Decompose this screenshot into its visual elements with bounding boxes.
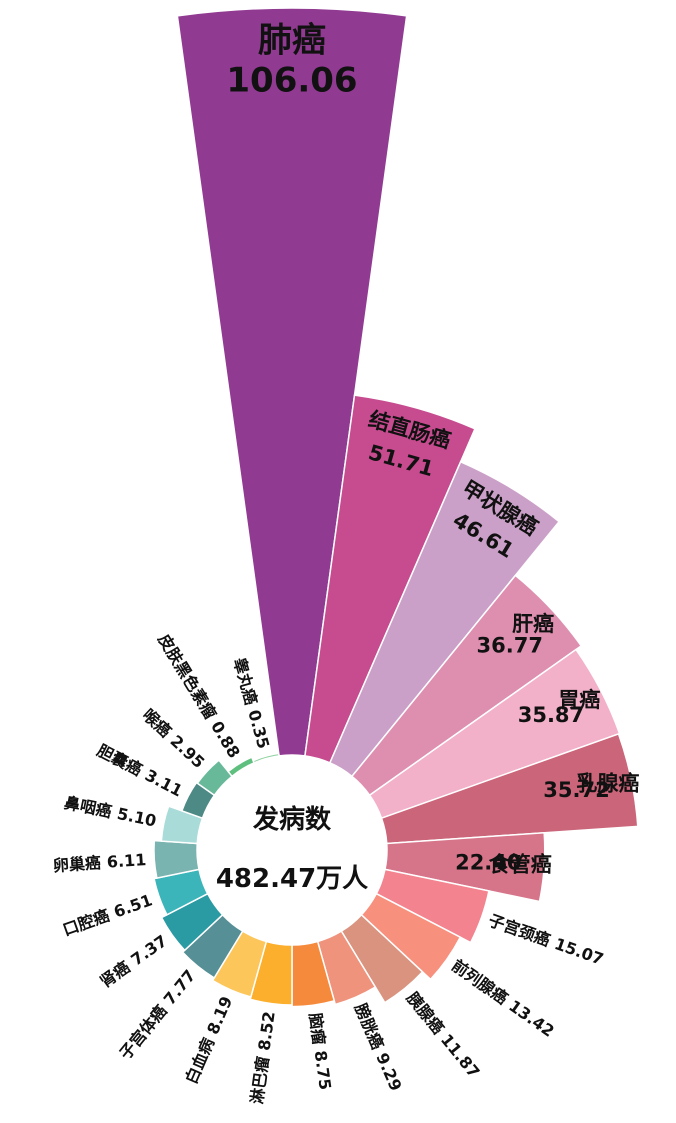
category-name: 喉癌 xyxy=(139,705,175,741)
value-label: 8.52 xyxy=(254,1010,278,1052)
category-name: 鼻咽癌 xyxy=(63,792,114,820)
value-label: 8.75 xyxy=(311,1049,335,1091)
sector-label: 卵巢癌 6.11 xyxy=(52,849,147,874)
sector xyxy=(180,781,216,820)
sector xyxy=(328,460,561,778)
sector-label: 胰腺癌11.87 xyxy=(403,988,484,1081)
sector-label: 肾癌7.37 xyxy=(96,931,170,991)
sector-label: 脑瘤 8.75 xyxy=(306,1012,335,1091)
sector xyxy=(380,732,639,845)
category-name: 脑瘤 xyxy=(306,1012,329,1046)
category-name: 卵巢癌 xyxy=(52,853,101,875)
sector xyxy=(375,868,490,944)
sector xyxy=(211,930,268,998)
value-label: 8.19 xyxy=(203,993,236,1037)
value-label: 35.72 xyxy=(543,778,609,802)
value-label: 7.37 xyxy=(127,931,170,969)
sector xyxy=(340,913,424,1004)
value-label: 0.88 xyxy=(207,718,244,762)
category-name: 子宫体癌 xyxy=(115,1001,170,1063)
sector-label: 鼻咽癌 5.10 xyxy=(63,792,158,830)
sector-label: 淋巴瘤 8.52 xyxy=(247,1010,279,1105)
category-name: 白血病 xyxy=(181,1035,218,1087)
sector xyxy=(316,930,377,1006)
value-label: 6.51 xyxy=(111,890,155,921)
sector xyxy=(160,805,204,845)
value-label: 36.77 xyxy=(477,634,543,658)
sector-label: 食管癌 xyxy=(489,853,552,877)
sector xyxy=(304,394,476,764)
value-label: 13.42 xyxy=(506,996,558,1041)
value-label: 15.07 xyxy=(552,934,606,969)
sector xyxy=(227,756,256,778)
category-name: 肾癌 xyxy=(96,957,133,991)
sector-label: 乳腺癌 xyxy=(576,771,639,795)
category-name: 前列腺癌 xyxy=(448,955,511,1007)
sector xyxy=(176,7,408,757)
sector-label: 子宫体癌7.77 xyxy=(115,966,199,1063)
sector xyxy=(153,868,209,916)
sector xyxy=(350,574,583,797)
sector xyxy=(252,752,280,764)
sector xyxy=(360,892,462,981)
sector xyxy=(368,648,621,820)
sector xyxy=(249,940,293,1006)
value-label: 106.06 xyxy=(226,61,357,101)
value-label: 9.29 xyxy=(373,1050,406,1094)
sector-label: 肝癌 xyxy=(512,612,554,636)
sector xyxy=(153,839,200,879)
sector-label: 膀胱癌9.29 xyxy=(351,1000,406,1093)
sector-label: 皮肤黑色素瘤0.88 xyxy=(154,629,244,761)
category-name: 淋巴瘤 xyxy=(247,1055,272,1105)
value-label: 3.11 xyxy=(142,765,186,800)
sector-label: 肺癌 xyxy=(258,21,326,61)
value-label: 5.10 xyxy=(116,803,159,830)
sector-label: 前列腺癌13.42 xyxy=(448,955,558,1040)
sector-label: 白血病8.19 xyxy=(181,993,236,1086)
value-label: 2.95 xyxy=(167,731,209,772)
value-label: 35.87 xyxy=(518,703,584,727)
sectors xyxy=(153,7,639,1008)
value-label: 11.87 xyxy=(437,1030,484,1081)
category-name: 口腔癌 xyxy=(60,905,112,939)
center-title: 发病数 xyxy=(252,804,332,835)
category-name: 胰腺癌 xyxy=(403,988,448,1037)
category-name: 子宫颈癌 xyxy=(486,910,553,949)
sector xyxy=(384,831,546,903)
sector-label: 口腔癌6.51 xyxy=(60,890,154,939)
value-label: 22.40 xyxy=(455,850,521,874)
sector-label: 胃癌 xyxy=(558,688,600,712)
value-label: 6.11 xyxy=(106,849,147,871)
center-circle xyxy=(199,757,385,943)
sector xyxy=(291,940,336,1008)
category-name: 皮肤黑色素瘤 xyxy=(154,629,221,722)
sector xyxy=(196,759,234,797)
sector xyxy=(160,892,224,952)
center-value: 482.47万人 xyxy=(216,864,368,894)
sector-label: 子宫颈癌15.07 xyxy=(486,910,606,968)
sector xyxy=(181,913,244,979)
sector-label: 喉癌2.95 xyxy=(139,705,209,772)
value-label: 7.77 xyxy=(159,966,199,1009)
value-label: 0.35 xyxy=(245,708,274,751)
category-name: 胆囊癌 xyxy=(94,740,145,779)
category-name: 膀胱癌 xyxy=(351,1000,388,1052)
category-name: 睾丸癌 xyxy=(230,656,261,707)
